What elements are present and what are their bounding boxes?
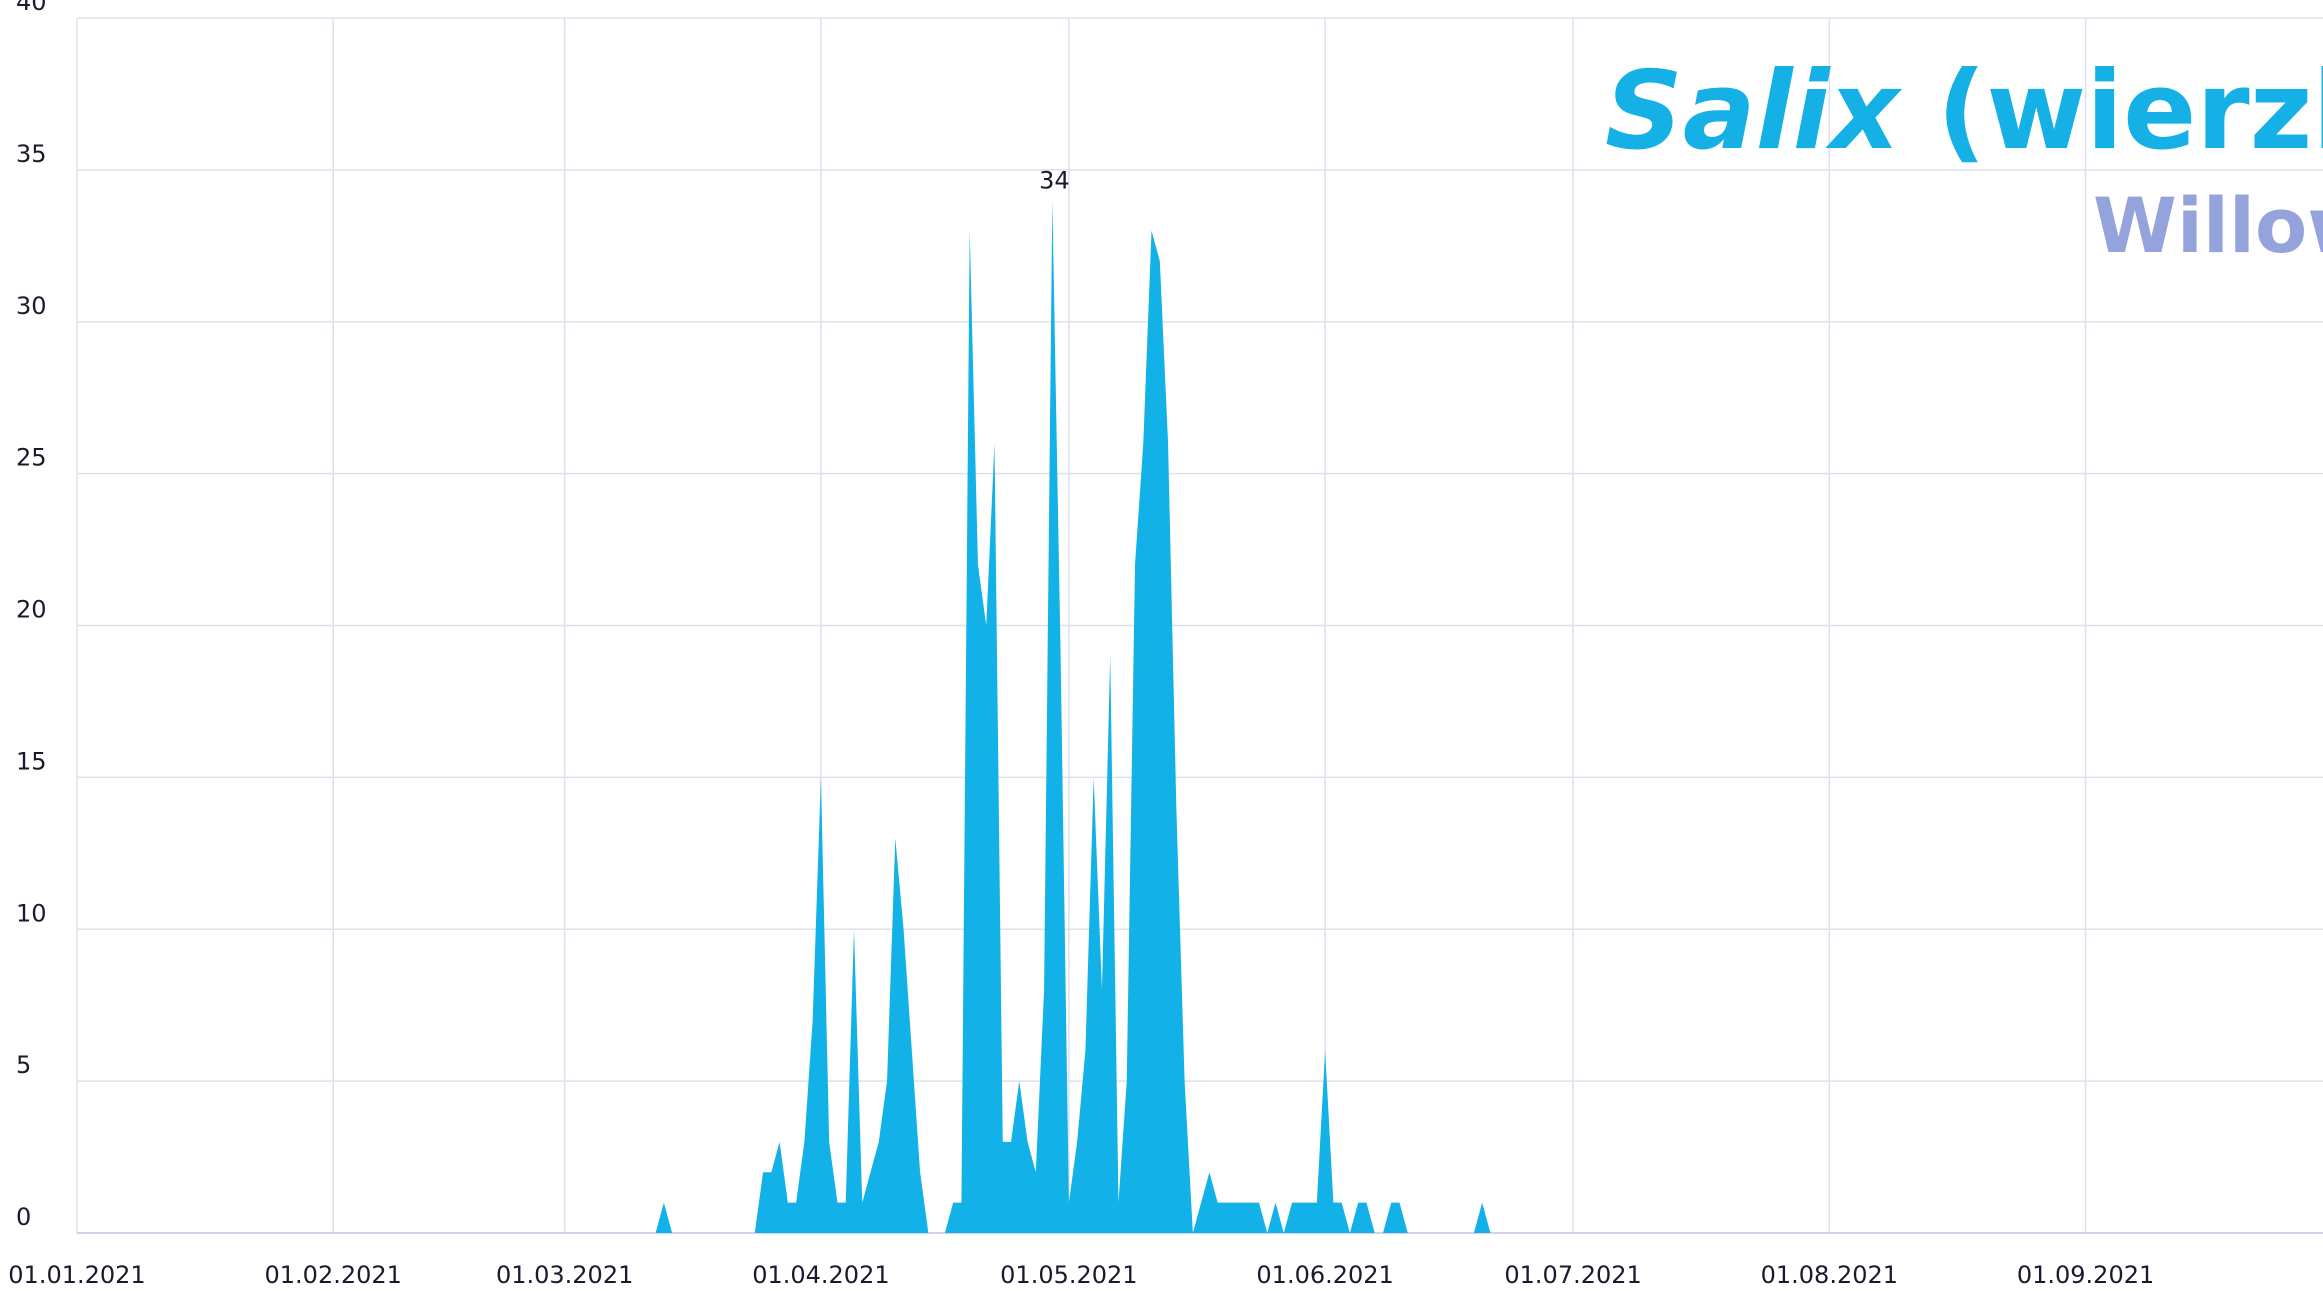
y-tick-label: 35	[16, 140, 47, 168]
x-tick-label: 01.04.2021	[752, 1261, 889, 1289]
x-tick-label: 01.07.2021	[1504, 1261, 1641, 1289]
y-tick-label: 25	[16, 444, 47, 472]
x-tick-label: 01.02.2021	[265, 1261, 402, 1289]
data-label: 34	[1039, 166, 1070, 194]
grid	[76, 17, 2323, 1234]
y-tick-label: 30	[16, 292, 47, 320]
y-tick-label: 20	[16, 596, 47, 624]
plot	[655, 200, 1499, 1233]
x-tick-label: 01.01.2021	[8, 1261, 145, 1289]
area	[655, 200, 1499, 1233]
x-tick-label: 01.08.2021	[1761, 1261, 1898, 1289]
chart-subtitle: Willow	[2093, 181, 2323, 270]
y-tick-label: 15	[16, 747, 47, 775]
x-tick-label: 01.05.2021	[1000, 1261, 1137, 1289]
x-tick-label: 01.09.2021	[2017, 1261, 2154, 1289]
y-tick-label: 10	[16, 899, 47, 927]
chart-title: Salix (wierzba)	[1605, 49, 2323, 174]
x-tick-label: 01.03.2021	[496, 1261, 633, 1289]
labels: 0 5 10 15 20 25 30 35 40 01.01.2021 01.02.2021 01.0…	[8, 0, 2154, 1289]
title-genus: Salix	[1605, 49, 1903, 174]
x-tick-label: 01.06.2021	[1256, 1261, 1393, 1289]
title-common: (wierzba)	[1937, 49, 2323, 174]
y-tick-label: 40	[16, 0, 47, 16]
y-tick-label: 5	[16, 1051, 31, 1079]
y-tick-label: 0	[16, 1203, 31, 1231]
